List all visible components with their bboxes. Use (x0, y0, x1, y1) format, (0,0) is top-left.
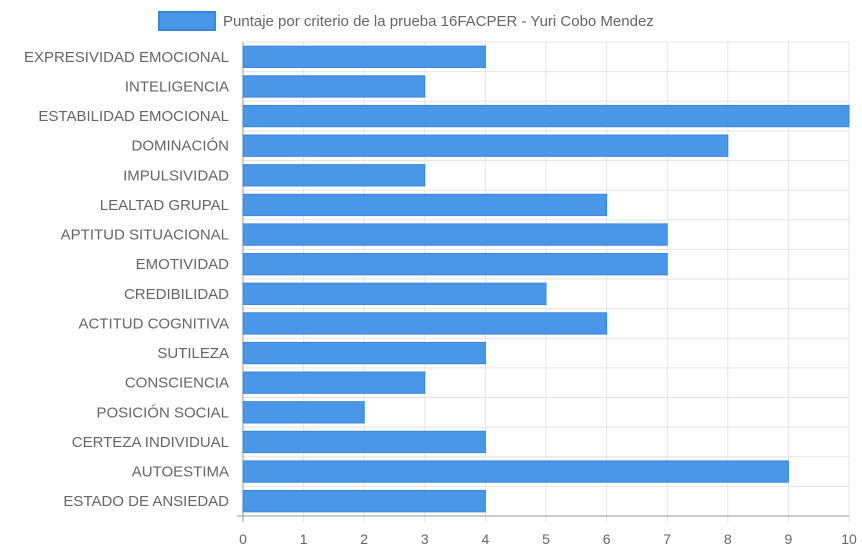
category-label: DOMINACIÓN (132, 138, 230, 155)
x-tick-label: 2 (360, 531, 368, 547)
category-label: EMOTIVIDAD (136, 256, 230, 273)
x-tick-label: 9 (785, 531, 793, 547)
bar[interactable] (242, 164, 426, 187)
x-tick-label: 1 (300, 531, 308, 547)
bar[interactable] (242, 134, 729, 157)
category-label: EXPRESIVIDAD EMOCIONAL (24, 49, 229, 66)
x-tick-label: 5 (542, 531, 550, 547)
category-label: IMPULSIVIDAD (123, 167, 229, 184)
bar[interactable] (242, 45, 486, 68)
x-tick-label: 6 (603, 531, 611, 547)
category-label: INTELIGENCIA (125, 78, 229, 95)
category-label: AUTOESTIMA (132, 464, 229, 481)
x-tick-label: 10 (841, 531, 857, 547)
bar[interactable] (242, 490, 486, 513)
bar[interactable] (242, 460, 789, 483)
category-label: CREDIBILIDAD (124, 286, 229, 303)
x-tick-label: 8 (724, 531, 732, 547)
bar[interactable] (242, 253, 668, 276)
legend-label: Puntaje por criterio de la prueba 16FACP… (223, 13, 654, 30)
category-label: ACTITUD COGNITIVA (78, 315, 229, 332)
category-label: POSICIÓN SOCIAL (96, 404, 229, 421)
category-label: CERTEZA INDIVIDUAL (72, 434, 229, 451)
bar[interactable] (242, 104, 850, 128)
category-label: APTITUD SITUACIONAL (61, 227, 229, 244)
bar[interactable] (242, 282, 547, 305)
bar[interactable] (242, 193, 608, 217)
bar[interactable] (242, 371, 426, 394)
x-tick-label: 4 (482, 531, 490, 547)
x-tick-labels: 0 1 2 3 4 5 6 7 8 9 10 (239, 531, 857, 547)
legend-swatch (158, 11, 216, 31)
category-labels: EXPRESIVIDAD EMOCIONAL INTELIGENCIA ESTABI… (24, 49, 229, 510)
bar[interactable] (242, 401, 365, 424)
x-tick-label: 7 (663, 531, 671, 547)
bars (242, 45, 850, 513)
bar[interactable] (242, 430, 486, 454)
bar[interactable] (242, 341, 486, 365)
category-label: CONSCIENCIA (125, 375, 229, 392)
bar[interactable] (242, 75, 426, 98)
category-label: ESTADO DE ANSIEDAD (63, 493, 229, 510)
category-label: SUTILEZA (157, 345, 229, 362)
legend[interactable]: Puntaje por criterio de la prueba 16FACP… (158, 11, 654, 31)
x-tick-label: 3 (421, 531, 429, 547)
category-label: ESTABILIDAD EMOCIONAL (38, 108, 229, 125)
x-tick-label: 0 (239, 531, 247, 547)
category-label: LEALTAD GRUPAL (100, 197, 229, 214)
bar[interactable] (242, 312, 608, 335)
bar[interactable] (242, 223, 668, 246)
